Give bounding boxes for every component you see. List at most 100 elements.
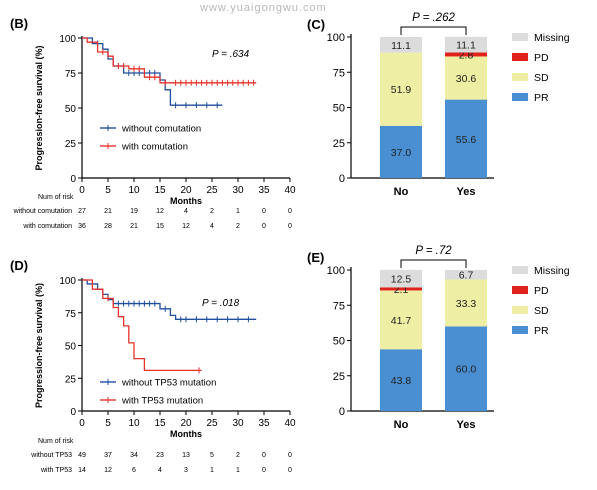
x-tick-label: 30 (232, 418, 244, 429)
bar-segment-missing (445, 270, 487, 280)
survival-curve-with (82, 37, 257, 84)
survival-curve-with (82, 279, 202, 372)
y-axis-label: Progression-free survival (%) (34, 283, 44, 408)
x-tick-label: 25 (206, 418, 218, 429)
significance-bracket (400, 26, 467, 35)
legend-label: with TP53 mutation (121, 396, 203, 407)
legend-swatch-pd (512, 286, 528, 294)
watermark: www.yuaigongwu.com (200, 2, 327, 14)
legend-swatch-missing (512, 33, 528, 41)
bar-value-label: 60.0 (456, 364, 477, 376)
risk-value: 27 (78, 208, 86, 215)
x-axis-label: Months (170, 196, 202, 206)
y-axis-label: Progression-free survival (%) (34, 45, 44, 170)
x-tick-label: 15 (154, 185, 166, 196)
x-tick-label: 5 (105, 418, 111, 429)
y-tick-label: 50 (333, 103, 345, 115)
legend-label: without TP53 mutation (121, 378, 216, 389)
panel-label: (D) (10, 258, 28, 273)
y-tick-label: 25 (65, 374, 77, 385)
bar-segment-pd (380, 286, 422, 291)
bar-segment-pd (445, 52, 487, 57)
risk-value: 0 (262, 452, 266, 459)
category-label: No (394, 186, 409, 198)
risk-value: 0 (262, 223, 266, 230)
risk-value: 49 (78, 452, 86, 459)
legend-swatch-sd (512, 73, 528, 81)
bar-segment-sd (380, 52, 422, 126)
legend-label: without comutation (121, 124, 201, 135)
y-tick-label: 50 (65, 104, 77, 115)
legend-swatch-pr (512, 93, 528, 101)
category-label: Yes (457, 186, 476, 198)
bar-segment-sd (380, 290, 422, 350)
bar-value-label: 51.9 (391, 84, 412, 96)
risk-value: 37 (104, 452, 112, 459)
x-tick-label: 20 (180, 418, 192, 429)
y-tick-label: 75 (333, 300, 345, 312)
risk-value: 2 (236, 223, 240, 230)
risk-value: 0 (288, 223, 292, 230)
legend-swatch-pr (512, 326, 528, 334)
risk-value: 0 (288, 452, 292, 459)
legend-label: Missing (534, 265, 570, 277)
bar-value-label: 43.8 (391, 375, 412, 387)
bar-segment-sd (445, 279, 487, 327)
p-value: P = .72 (415, 245, 452, 257)
risk-value: 0 (262, 467, 266, 474)
risk-value: 21 (130, 223, 138, 230)
p-value: P = .634 (212, 49, 250, 60)
y-tick-label: 50 (65, 342, 77, 353)
bar-segment-sd (445, 56, 487, 100)
x-tick-label: 10 (128, 185, 140, 196)
legend-label: PD (534, 285, 549, 297)
risk-value: 4 (184, 208, 188, 215)
legend-label: with comutation (121, 142, 188, 153)
risk-value: 0 (288, 467, 292, 474)
x-tick-label: 40 (284, 185, 296, 196)
bar-segment-missing (380, 37, 422, 53)
y-tick-label: 75 (65, 309, 77, 320)
bar-segment-missing (380, 269, 422, 288)
x-tick-label: 35 (258, 418, 270, 429)
risk-value: 6 (132, 467, 136, 474)
risk-value: 0 (262, 208, 266, 215)
bar-value-label: 11.1 (456, 40, 476, 52)
risk-value: 28 (104, 223, 112, 230)
risk-value: 0 (288, 208, 292, 215)
p-value: P = .018 (202, 298, 240, 309)
x-tick-label: 35 (258, 185, 270, 196)
y-tick-label: 25 (333, 371, 345, 383)
bar-segment-pr (445, 326, 487, 411)
y-tick-label: 0 (339, 173, 345, 185)
panel-label: (E) (307, 250, 324, 265)
x-tick-label: 10 (128, 418, 140, 429)
risk-value: 12 (156, 208, 164, 215)
x-tick-label: 30 (232, 185, 244, 196)
risk-value: 2 (210, 208, 214, 215)
risk-value: 3 (184, 467, 188, 474)
legend-label: PR (534, 325, 549, 337)
bar-segment-pr (380, 125, 422, 178)
risk-value: 21 (104, 208, 112, 215)
risk-value: 14 (78, 467, 86, 474)
x-axis-label: Months (170, 429, 202, 439)
risk-value: 19 (130, 208, 138, 215)
y-tick-label: 0 (70, 174, 76, 185)
risk-value: 1 (210, 467, 214, 474)
bar-segment-pr (445, 99, 487, 178)
risk-row-label: without TP53 (30, 452, 72, 459)
risk-value: 12 (182, 223, 190, 230)
risk-value: 4 (210, 223, 214, 230)
panel-label: (C) (307, 17, 325, 32)
x-tick-label: 15 (154, 418, 166, 429)
x-tick-label: 0 (79, 418, 85, 429)
survival-curve-without (82, 37, 223, 106)
y-tick-label: 100 (59, 34, 76, 45)
x-tick-label: 5 (105, 185, 111, 196)
category-label: Yes (457, 419, 476, 431)
bar-segment-missing (445, 36, 487, 53)
risk-row-label: with TP53 (40, 467, 72, 474)
risk-value: 23 (156, 452, 164, 459)
